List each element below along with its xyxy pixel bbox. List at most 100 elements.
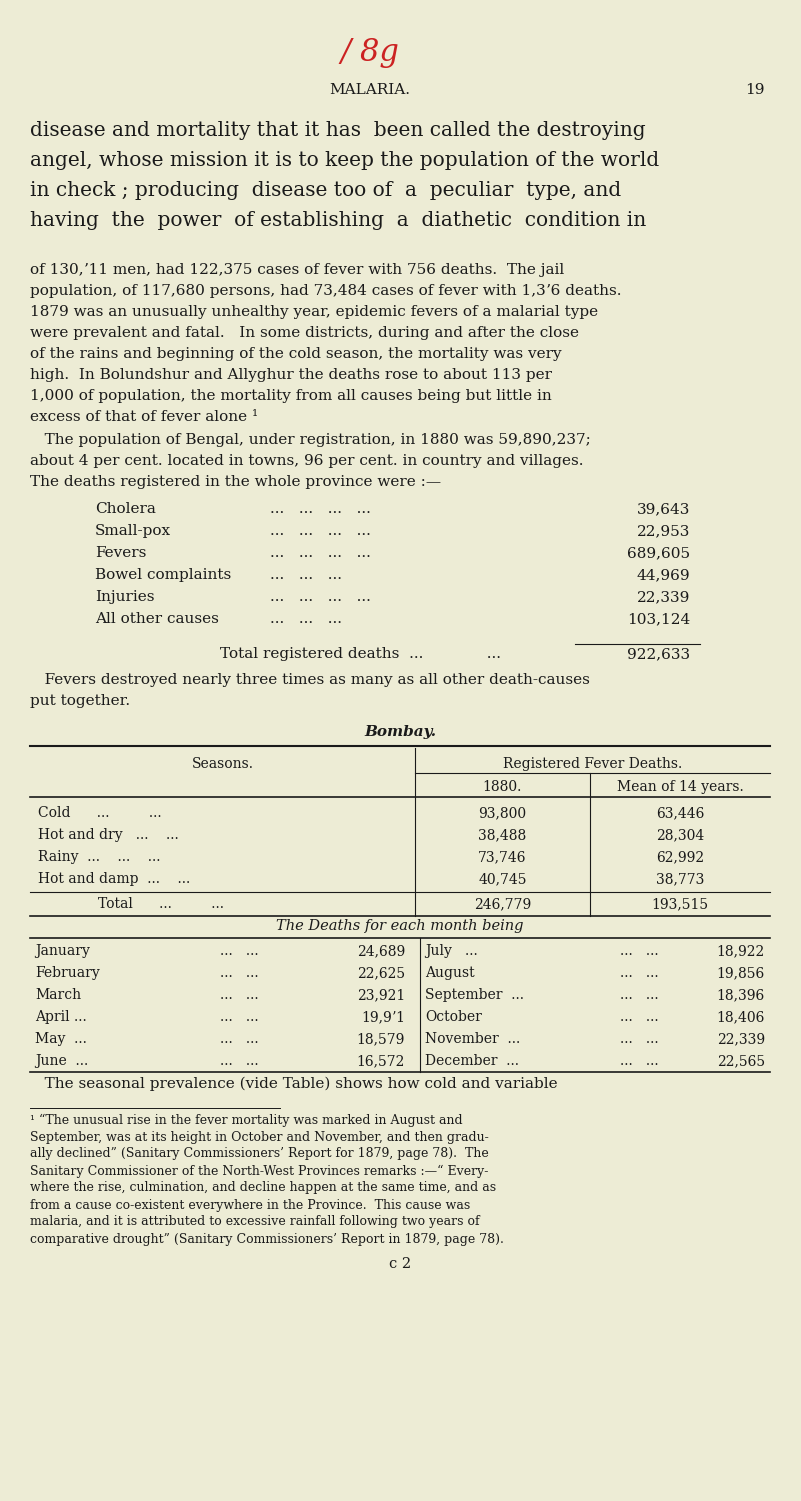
Text: 22,625: 22,625: [357, 967, 405, 980]
Text: ...   ...: ... ...: [220, 1010, 259, 1024]
Text: ...   ...   ...   ...: ... ... ... ...: [270, 590, 371, 603]
Text: where the rise, culmination, and decline happen at the same time, and as: where the rise, culmination, and decline…: [30, 1181, 496, 1195]
Text: of the rains and beginning of the cold season, the mortality was very: of the rains and beginning of the cold s…: [30, 347, 562, 362]
Text: The Deaths for each month being: The Deaths for each month being: [276, 919, 524, 934]
Text: 38,773: 38,773: [656, 872, 704, 886]
Text: 39,643: 39,643: [637, 501, 690, 516]
Text: Bowel complaints: Bowel complaints: [95, 567, 231, 582]
Text: April ...: April ...: [35, 1010, 87, 1024]
Text: December  ...: December ...: [425, 1054, 519, 1069]
Text: ...   ...: ... ...: [220, 1033, 259, 1046]
Text: ...   ...: ... ...: [620, 988, 658, 1003]
Text: ...   ...: ... ...: [220, 1054, 259, 1069]
Text: July   ...: July ...: [425, 944, 477, 958]
Text: 44,969: 44,969: [636, 567, 690, 582]
Text: November  ...: November ...: [425, 1033, 521, 1046]
Text: 16,572: 16,572: [356, 1054, 405, 1069]
Text: 18,922: 18,922: [717, 944, 765, 958]
Text: ...   ...: ... ...: [220, 967, 259, 980]
Text: 1880.: 1880.: [483, 781, 522, 794]
Text: Bombay.: Bombay.: [364, 725, 436, 738]
Text: angel, whose mission it is to keep the population of the world: angel, whose mission it is to keep the p…: [30, 150, 659, 170]
Text: March: March: [35, 988, 81, 1003]
Text: disease and mortality that it has  been called the destroying: disease and mortality that it has been c…: [30, 120, 646, 140]
Text: 22,953: 22,953: [637, 524, 690, 537]
Text: MALARIA.: MALARIA.: [329, 83, 410, 98]
Text: February: February: [35, 967, 100, 980]
Text: in check ; producing  disease too of  a  peculiar  type, and: in check ; producing disease too of a pe…: [30, 180, 622, 200]
Text: 1879 was an unusually unhealthy year, epidemic fevers of a malarial type: 1879 was an unusually unhealthy year, ep…: [30, 305, 598, 320]
Text: May  ...: May ...: [35, 1033, 87, 1046]
Text: 18,396: 18,396: [717, 988, 765, 1003]
Text: Cholera: Cholera: [95, 501, 156, 516]
Text: ...   ...: ... ...: [620, 944, 658, 958]
Text: 38,488: 38,488: [478, 829, 526, 842]
Text: c 2: c 2: [389, 1256, 411, 1271]
Text: All other causes: All other causes: [95, 612, 219, 626]
Text: ...   ...   ...   ...: ... ... ... ...: [270, 501, 371, 516]
Text: ...   ...   ...   ...: ... ... ... ...: [270, 524, 371, 537]
Text: 922,633: 922,633: [627, 647, 690, 660]
Text: September, was at its height in October and November, and then gradu-: September, was at its height in October …: [30, 1130, 489, 1144]
Text: 22,339: 22,339: [717, 1033, 765, 1046]
Text: 22,565: 22,565: [717, 1054, 765, 1069]
Text: 19: 19: [745, 83, 765, 98]
Text: Sanitary Commissioner of the North-West Provinces remarks :—“ Every-: Sanitary Commissioner of the North-West …: [30, 1165, 489, 1178]
Text: 18,579: 18,579: [356, 1033, 405, 1046]
Text: The population of Bengal, under registration, in 1880 was 59,890,237;: The population of Bengal, under registra…: [30, 432, 591, 447]
Text: put together.: put together.: [30, 693, 130, 708]
Text: The deaths registered in the whole province were :—: The deaths registered in the whole provi…: [30, 474, 441, 489]
Text: Registered Fever Deaths.: Registered Fever Deaths.: [503, 757, 682, 772]
Text: 93,800: 93,800: [478, 806, 526, 820]
Text: Hot and damp  ...    ...: Hot and damp ... ...: [38, 872, 191, 886]
Text: comparative drought” (Sanitary Commissioners’ Report in 1879, page 78).: comparative drought” (Sanitary Commissio…: [30, 1232, 504, 1246]
Text: ...   ...: ... ...: [620, 1010, 658, 1024]
Text: ...   ...: ... ...: [620, 967, 658, 980]
Text: / 8g: / 8g: [340, 36, 400, 68]
Text: 24,689: 24,689: [356, 944, 405, 958]
Text: about 4 per cent. located in towns, 96 per cent. in country and villages.: about 4 per cent. located in towns, 96 p…: [30, 453, 583, 468]
Text: October: October: [425, 1010, 482, 1024]
Text: ...   ...: ... ...: [220, 944, 259, 958]
Text: 19,9ʼ1: 19,9ʼ1: [361, 1010, 405, 1024]
Text: ...   ...: ... ...: [620, 1054, 658, 1069]
Text: Fevers: Fevers: [95, 546, 147, 560]
Text: high.  In Bolundshur and Allyghur the deaths rose to about 113 per: high. In Bolundshur and Allyghur the dea…: [30, 368, 552, 381]
Text: 193,515: 193,515: [651, 898, 709, 911]
Text: having  the  power  of establishing  a  diathetic  condition in: having the power of establishing a diath…: [30, 210, 646, 230]
Text: population, of 117,680 persons, had 73,484 cases of fever with 1,3ʼ6 deaths.: population, of 117,680 persons, had 73,4…: [30, 284, 622, 299]
Text: Mean of 14 years.: Mean of 14 years.: [617, 781, 743, 794]
Text: ...   ...   ...: ... ... ...: [270, 612, 342, 626]
Text: 62,992: 62,992: [656, 850, 704, 865]
Text: 689,605: 689,605: [627, 546, 690, 560]
Text: September  ...: September ...: [425, 988, 524, 1003]
Text: ...   ...: ... ...: [220, 988, 259, 1003]
Text: Small-pox: Small-pox: [95, 524, 171, 537]
Text: August: August: [425, 967, 475, 980]
Text: Total      ...         ...: Total ... ...: [98, 898, 224, 911]
Text: 73,746: 73,746: [478, 850, 527, 865]
Text: ...   ...   ...: ... ... ...: [270, 567, 342, 582]
Text: 246,779: 246,779: [474, 898, 531, 911]
Text: 23,921: 23,921: [356, 988, 405, 1003]
Text: ally declined” (Sanitary Commissioners’ Report for 1879, page 78).  The: ally declined” (Sanitary Commissioners’ …: [30, 1147, 489, 1160]
Text: 40,745: 40,745: [478, 872, 527, 886]
Text: ...   ...   ...   ...: ... ... ... ...: [270, 546, 371, 560]
Text: malaria, and it is attributed to excessive rainfall following two years of: malaria, and it is attributed to excessi…: [30, 1216, 480, 1228]
Text: ¹ “The unusual rise in the fever mortality was marked in August and: ¹ “The unusual rise in the fever mortali…: [30, 1114, 463, 1127]
Text: from a cause co-existent everywhere in the Province.  This cause was: from a cause co-existent everywhere in t…: [30, 1198, 470, 1211]
Text: Fevers destroyed nearly three times as many as all other death-causes: Fevers destroyed nearly three times as m…: [30, 672, 590, 687]
Text: 1,000 of population, the mortality from all causes being but little in: 1,000 of population, the mortality from …: [30, 389, 552, 402]
Text: were prevalent and fatal.   In some districts, during and after the close: were prevalent and fatal. In some distri…: [30, 326, 579, 341]
Text: 18,406: 18,406: [717, 1010, 765, 1024]
Text: of 130,ʼ11 men, had 122,375 cases of fever with 756 deaths.  The jail: of 130,ʼ11 men, had 122,375 cases of fev…: [30, 263, 564, 278]
Text: Rainy  ...    ...    ...: Rainy ... ... ...: [38, 850, 160, 865]
Text: 63,446: 63,446: [656, 806, 704, 820]
Text: excess of that of fever alone ¹: excess of that of fever alone ¹: [30, 410, 258, 423]
Text: Cold      ...         ...: Cold ... ...: [38, 806, 162, 820]
Text: Seasons.: Seasons.: [191, 757, 253, 772]
Text: 28,304: 28,304: [656, 829, 704, 842]
Text: ...   ...: ... ...: [620, 1033, 658, 1046]
Text: Hot and dry   ...    ...: Hot and dry ... ...: [38, 829, 179, 842]
Text: 103,124: 103,124: [626, 612, 690, 626]
